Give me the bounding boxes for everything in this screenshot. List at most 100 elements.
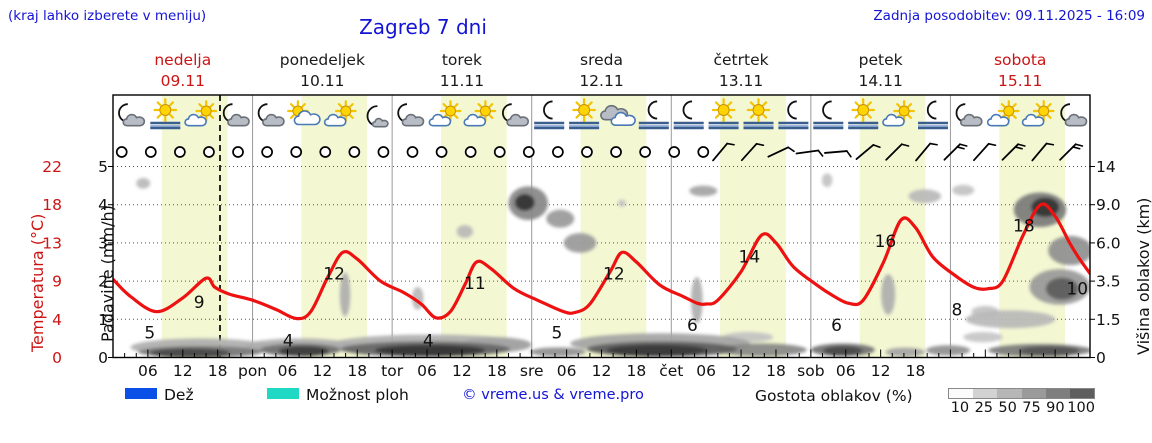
cloud-density-gradient-bar <box>948 388 1095 399</box>
calm-wind-circle <box>668 146 681 158</box>
cloud-blob <box>529 347 586 357</box>
day-label-ponedeljek: ponedeljek 10.11 <box>279 51 365 90</box>
cloud-height-tick-label: 14 <box>1096 158 1116 176</box>
precipitation-tick-label: 5 <box>98 158 108 176</box>
time-axis-label: 18 <box>208 362 228 380</box>
weather-icon-sun-cloud <box>986 100 1020 127</box>
temperature-tick-label: 18 <box>42 196 62 214</box>
time-axis-label: 18 <box>347 362 367 380</box>
cloud-height-tick-label: 0 <box>1096 349 1106 367</box>
temperature-extreme-label: 12 <box>603 264 625 284</box>
wind-barb <box>740 142 765 162</box>
calm-wind-circle <box>435 146 448 158</box>
cloud-blob <box>885 347 925 357</box>
temperature-extreme-label: 6 <box>831 316 842 336</box>
time-axis-label: tor <box>381 362 404 380</box>
cloud-density-segment <box>973 389 998 398</box>
daylight-band <box>301 95 368 358</box>
weather-icon-moon-cloud <box>397 103 425 127</box>
cloud-blob <box>149 348 230 358</box>
copyright-link[interactable]: © vreme.us & vreme.pro <box>462 387 644 403</box>
wind-barb <box>1059 143 1084 161</box>
wind-barb <box>973 142 997 162</box>
calm-wind-circle <box>639 146 651 158</box>
cloud-blob <box>881 274 896 315</box>
calm-wind-circle <box>522 146 535 158</box>
cloud-density-segment <box>1069 389 1095 398</box>
time-axis-label: pon <box>238 362 267 380</box>
time-axis-label: 12 <box>871 362 891 380</box>
weather-icon-moon-cloud <box>955 103 983 127</box>
weather-icon-sun-cloud <box>463 100 497 127</box>
cloud-blob <box>456 225 473 238</box>
day-label-nedelja: nedelja 09.11 <box>154 51 212 90</box>
weather-icon-moon-cloud <box>118 103 146 127</box>
weather-icon-moon-fog <box>673 100 704 130</box>
cloud-density-stop-label: 90 <box>1046 400 1065 416</box>
temperature-extreme-label: 5 <box>551 324 562 344</box>
temperature-tick-label: 13 <box>42 234 62 252</box>
cloud-density-stop-label: 75 <box>1022 400 1041 416</box>
weather-icon-moon-cloud <box>257 103 285 127</box>
cloud-density-scale-ticks: 10 25 50 75 90 100 <box>948 400 1095 416</box>
rain-legend-swatch <box>125 388 157 399</box>
temperature-extreme-label: 11 <box>464 274 486 294</box>
cloud-blob <box>689 185 718 197</box>
temperature-curve <box>113 202 1090 321</box>
weather-icon-moon-fog <box>813 100 844 130</box>
wind-barb <box>712 142 735 162</box>
daylight-band <box>440 95 507 358</box>
cloud-blob <box>1019 346 1080 356</box>
wind-barb <box>885 143 910 161</box>
calm-wind-circle <box>406 146 419 158</box>
time-axis-label: 12 <box>592 362 612 380</box>
day-label-petek: petek 14.11 <box>858 51 903 90</box>
weather-icon-sun-cloud <box>1021 100 1055 127</box>
day-label-torek: torek 11.11 <box>439 51 485 90</box>
cloud-blob <box>691 277 703 324</box>
temperature-extreme-label: 12 <box>323 264 345 284</box>
wind-barb <box>915 142 938 162</box>
weather-icon-sun-fog <box>150 98 181 130</box>
calm-wind-circle <box>319 146 332 158</box>
calm-wind-circle <box>464 146 477 158</box>
temperature-extreme-label: 14 <box>739 247 761 267</box>
calm-wind-circle <box>174 146 186 158</box>
day-label-četrtek: četrtek 13.11 <box>713 51 769 90</box>
cloud-blob <box>606 344 707 356</box>
weather-icon-sun-cloud <box>882 100 915 127</box>
weather-icon-sun-cloud <box>184 100 218 127</box>
time-axis-label: 18 <box>906 362 926 380</box>
cloud-density-segment <box>949 389 974 398</box>
weather-icon-moon-cloud <box>1060 103 1088 127</box>
time-axis-label: 12 <box>312 362 332 380</box>
cloud-density-segment <box>1045 389 1070 398</box>
calm-wind-circle <box>144 146 157 158</box>
cloud-blob <box>546 209 575 228</box>
wind-barb <box>1001 143 1026 161</box>
time-axis-label: čet <box>659 362 683 380</box>
weather-icon-moon-cloud <box>502 103 530 127</box>
cloud-blob <box>514 194 535 211</box>
last-updated: Zadnja posodobitev: 09.11.2025 - 16:09 <box>873 8 1145 24</box>
weather-icon-moon-fog <box>534 100 565 130</box>
calm-wind-circle <box>610 146 622 158</box>
cloud-density-layer <box>130 173 1090 358</box>
weather-icon-sun-fog <box>708 98 739 130</box>
calm-wind-circle <box>581 146 593 158</box>
time-axis-label: 12 <box>452 362 472 380</box>
cloud-blob <box>963 332 1003 343</box>
calm-wind-circle <box>115 146 128 158</box>
calm-wind-circle <box>493 146 506 158</box>
cloud-density-legend-label: Gostota oblakov (%) <box>755 387 913 405</box>
temperature-extreme-label: 18 <box>1013 217 1035 237</box>
cloud-density-stop-label: 25 <box>974 400 994 416</box>
cloud-blob <box>926 345 971 356</box>
temperature-axis-title: Temperatura (°C) <box>28 213 47 352</box>
cloud-density-segment <box>1021 389 1046 398</box>
weather-icon-moon-fog <box>638 100 669 130</box>
precipitation-tick-label: 4 <box>98 196 108 214</box>
calm-wind-circle <box>232 146 244 158</box>
